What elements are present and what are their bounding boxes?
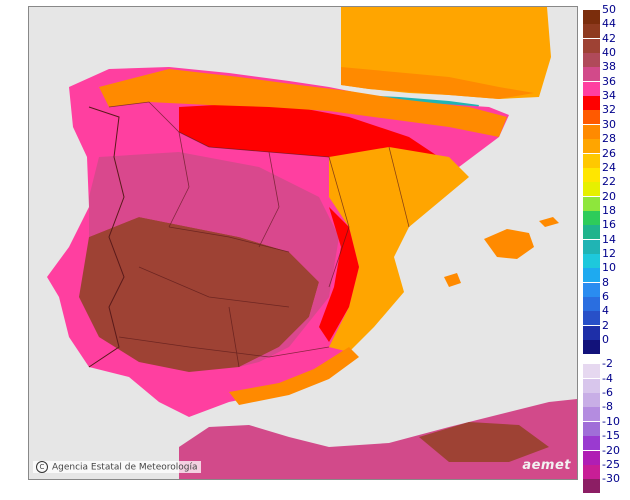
legend-label: 2 (602, 318, 609, 332)
legend-swatch (583, 24, 600, 39)
legend-swatch (583, 378, 600, 393)
region-borders (108, 101, 410, 368)
legend-label: 34 (602, 89, 616, 103)
temperature-map: C Agencia Estatal de Meteorología aemet (28, 6, 578, 480)
legend-swatch (583, 10, 600, 24)
legend-label: 42 (602, 31, 616, 45)
legend-label: 8 (602, 275, 609, 289)
legend-label: 26 (602, 146, 616, 160)
north-coast-orange (99, 69, 507, 137)
south-coast-orange (229, 347, 359, 405)
legend-swatch (583, 340, 600, 355)
legend-swatch (583, 124, 600, 139)
legend-swatch (583, 81, 600, 96)
atlas-very-hot (419, 422, 549, 462)
legend-swatch (583, 253, 600, 268)
legend-label: 18 (602, 203, 616, 217)
legend-swatch (583, 182, 600, 197)
legend-label: 44 (602, 17, 616, 31)
credit-label: C Agencia Estatal de Meteorología (33, 461, 201, 473)
legend-swatch (583, 167, 600, 182)
legend-label: 28 (602, 132, 616, 146)
interior-very-hot (79, 217, 319, 372)
legend-swatch (583, 479, 600, 494)
interior-hot-ring (89, 152, 339, 367)
legend-label: 32 (602, 103, 616, 117)
legend-swatch (583, 297, 600, 311)
ibiza (444, 273, 461, 287)
legend-label: 4 (602, 304, 609, 318)
legend-label: 36 (602, 74, 616, 88)
legend-swatch (583, 436, 600, 451)
legend-label: 14 (602, 232, 616, 246)
legend-swatch (583, 325, 600, 340)
legend-label: 24 (602, 160, 616, 174)
legend-label: -30 (602, 472, 620, 486)
east-red-strip (319, 207, 359, 342)
legend-label: -20 (602, 443, 620, 457)
legend-label: 12 (602, 246, 616, 260)
legend-swatch (583, 464, 600, 479)
east-coast-orange (329, 147, 469, 352)
legend-swatch (583, 225, 600, 240)
temperature-legend: 50 44 42 40 38 36 34 32 30 28 26 24 22 20 18 16 14 12 10 8 6… (583, 4, 625, 494)
legend-swatch (583, 364, 600, 379)
legend-swatch (583, 110, 600, 125)
portugal-border (88, 106, 125, 368)
legend-label: 6 (602, 290, 609, 303)
legend-swatch (583, 139, 600, 154)
legend-swatch (583, 96, 600, 111)
legend-swatch (583, 311, 600, 326)
legend-swatch (583, 239, 600, 254)
legend-swatch (583, 421, 600, 436)
legend-label: -4 (602, 371, 613, 385)
legend-label: -2 (602, 357, 613, 371)
copyright-icon: C (36, 461, 48, 473)
legend-label: -15 (602, 429, 620, 443)
credit-text: Agencia Estatal de Meteorología (52, 462, 198, 473)
legend-label: 30 (602, 117, 616, 131)
legend-label: -8 (602, 400, 613, 414)
legend-label: 20 (602, 189, 616, 203)
map-canvas (47, 7, 577, 479)
menorca (539, 217, 559, 227)
legend-swatch (583, 153, 600, 168)
legend-label: 38 (602, 60, 616, 74)
legend-swatch (583, 38, 600, 53)
legend-swatch (583, 450, 600, 465)
legend-swatch (583, 282, 600, 297)
legend-swatch (583, 393, 600, 408)
legend-label: 40 (602, 46, 616, 60)
legend-swatch (583, 53, 600, 68)
legend-label: 50 (602, 3, 616, 16)
legend-label: -10 (602, 414, 620, 428)
legend-swatch (583, 67, 600, 82)
legend-label: 22 (602, 175, 616, 189)
aemet-logo: aemet (522, 458, 571, 473)
france-hot-patch (341, 67, 534, 99)
legend-swatch (583, 268, 600, 283)
legend-swatch (583, 196, 600, 211)
legend-label: -25 (602, 457, 620, 471)
legend-label: 16 (602, 218, 616, 232)
legend-swatch (583, 407, 600, 422)
legend-label: -6 (602, 386, 613, 400)
legend-swatch (583, 210, 600, 225)
legend-label: 0 (602, 333, 609, 347)
legend-label: 10 (602, 261, 616, 275)
mallorca (484, 229, 534, 259)
